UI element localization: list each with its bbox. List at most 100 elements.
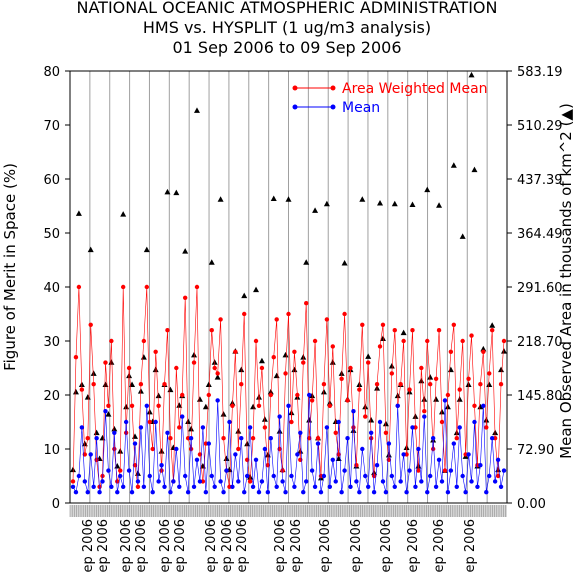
mean-point (227, 419, 232, 425)
mean-point (171, 479, 176, 484)
area-weighted-mean-point (147, 419, 152, 425)
area-point (258, 357, 265, 364)
area-point (214, 374, 221, 380)
y2-tick-label: 364.49 (517, 227, 563, 242)
mean-point (445, 490, 451, 495)
area-weighted-mean-point (383, 430, 389, 435)
area-point (291, 366, 298, 373)
series-mean (70, 392, 507, 495)
area-weighted-mean-point (481, 349, 486, 354)
area-weighted-mean-point (309, 398, 315, 403)
x-tick-label: Sep 2006 (220, 519, 235, 573)
area-point (114, 462, 121, 469)
area-point (158, 448, 165, 454)
x-tick-label: Sep 2006 (379, 519, 394, 573)
mean-point (197, 479, 203, 484)
mean-point (88, 452, 93, 457)
mean-point (230, 484, 235, 489)
area-weighted-mean-point (253, 338, 259, 344)
y2-tick-label: 291.60 (517, 281, 563, 296)
mean-point (191, 484, 197, 489)
area-point (459, 233, 466, 239)
area-weighted-mean-point (377, 344, 383, 349)
mean-point (495, 457, 501, 462)
area-weighted-mean-point (416, 468, 421, 473)
vertical-gridlines (89, 71, 488, 503)
x-tick-label: Sep 2006 (349, 519, 364, 573)
area-weighted-mean-point (236, 446, 241, 452)
area-point (480, 345, 487, 352)
mean-point (233, 452, 238, 457)
area-point (444, 403, 451, 410)
area-point (418, 377, 425, 384)
x-tick-label: Sep 2006 (96, 519, 111, 573)
area-weighted-mean-point (218, 317, 223, 322)
mean-point (97, 490, 102, 495)
area-weighted-mean-point (209, 328, 214, 333)
mean-point (103, 409, 108, 414)
area-weighted-mean-point (194, 284, 200, 290)
area-point (450, 162, 457, 168)
mean-point (451, 441, 457, 446)
area-weighted-mean-point (321, 382, 327, 387)
mean-point (194, 457, 200, 462)
area-weighted-mean-point (339, 376, 344, 381)
area-point (235, 428, 242, 434)
area-point (270, 195, 277, 202)
area-point (379, 335, 386, 342)
x-tick-label: Sep 2006 (173, 519, 188, 573)
area-weighted-mean-point (342, 311, 347, 317)
y2-tick-label: 218.70 (517, 335, 563, 350)
area-point (368, 417, 375, 423)
mean-point (156, 479, 161, 484)
mean-point (180, 414, 185, 419)
mean-point (256, 490, 262, 495)
x-tick-label: Sep 2006 (204, 519, 219, 573)
mean-point (106, 468, 111, 473)
area-weighted-mean-point (407, 387, 412, 392)
y2-tick-label: 583.19 (517, 65, 563, 80)
mean-point (94, 436, 99, 441)
area-weighted-mean-point (478, 382, 483, 387)
area-weighted-mean-point (472, 403, 477, 408)
series-area-weighted-mean (70, 284, 507, 489)
area-point (427, 374, 434, 380)
area-weighted-mean-point (292, 349, 297, 354)
area-point (261, 416, 268, 422)
area-point (498, 366, 505, 373)
mean-point (442, 398, 448, 403)
y2-tick-label: 0.00 (517, 497, 546, 512)
mean-point (454, 484, 459, 489)
mean-point (73, 490, 79, 495)
mean-point (489, 436, 495, 441)
area-point (120, 211, 127, 217)
mean-point (309, 468, 315, 473)
area-weighted-mean-point (274, 317, 279, 322)
area-weighted-mean-point (469, 333, 474, 338)
mean-point (430, 436, 436, 441)
mean-point (368, 430, 374, 435)
area-point (391, 200, 398, 207)
mean-point (268, 436, 273, 441)
mean-point (469, 479, 474, 484)
mean-point (457, 425, 462, 430)
mean-point (200, 425, 206, 430)
area-point (436, 202, 443, 208)
area-weighted-mean-point (410, 328, 415, 333)
mean-point (224, 468, 229, 473)
x-tick-label: Sep 2006 (463, 519, 478, 573)
area-weighted-mean-point (177, 425, 182, 430)
area-weighted-mean-point (398, 382, 403, 387)
area-point (185, 418, 192, 425)
area-weighted-mean-point (230, 403, 235, 408)
mean-point (153, 419, 158, 425)
area-weighted-mean-point (448, 349, 454, 354)
mean-point (330, 457, 335, 462)
mean-point (478, 463, 483, 468)
mean-point (118, 473, 123, 479)
mean-point (185, 490, 191, 495)
area-weighted-mean-point (345, 398, 350, 403)
mean-point (283, 490, 288, 495)
area-point (167, 386, 174, 393)
area-weighted-mean-point (301, 360, 306, 365)
